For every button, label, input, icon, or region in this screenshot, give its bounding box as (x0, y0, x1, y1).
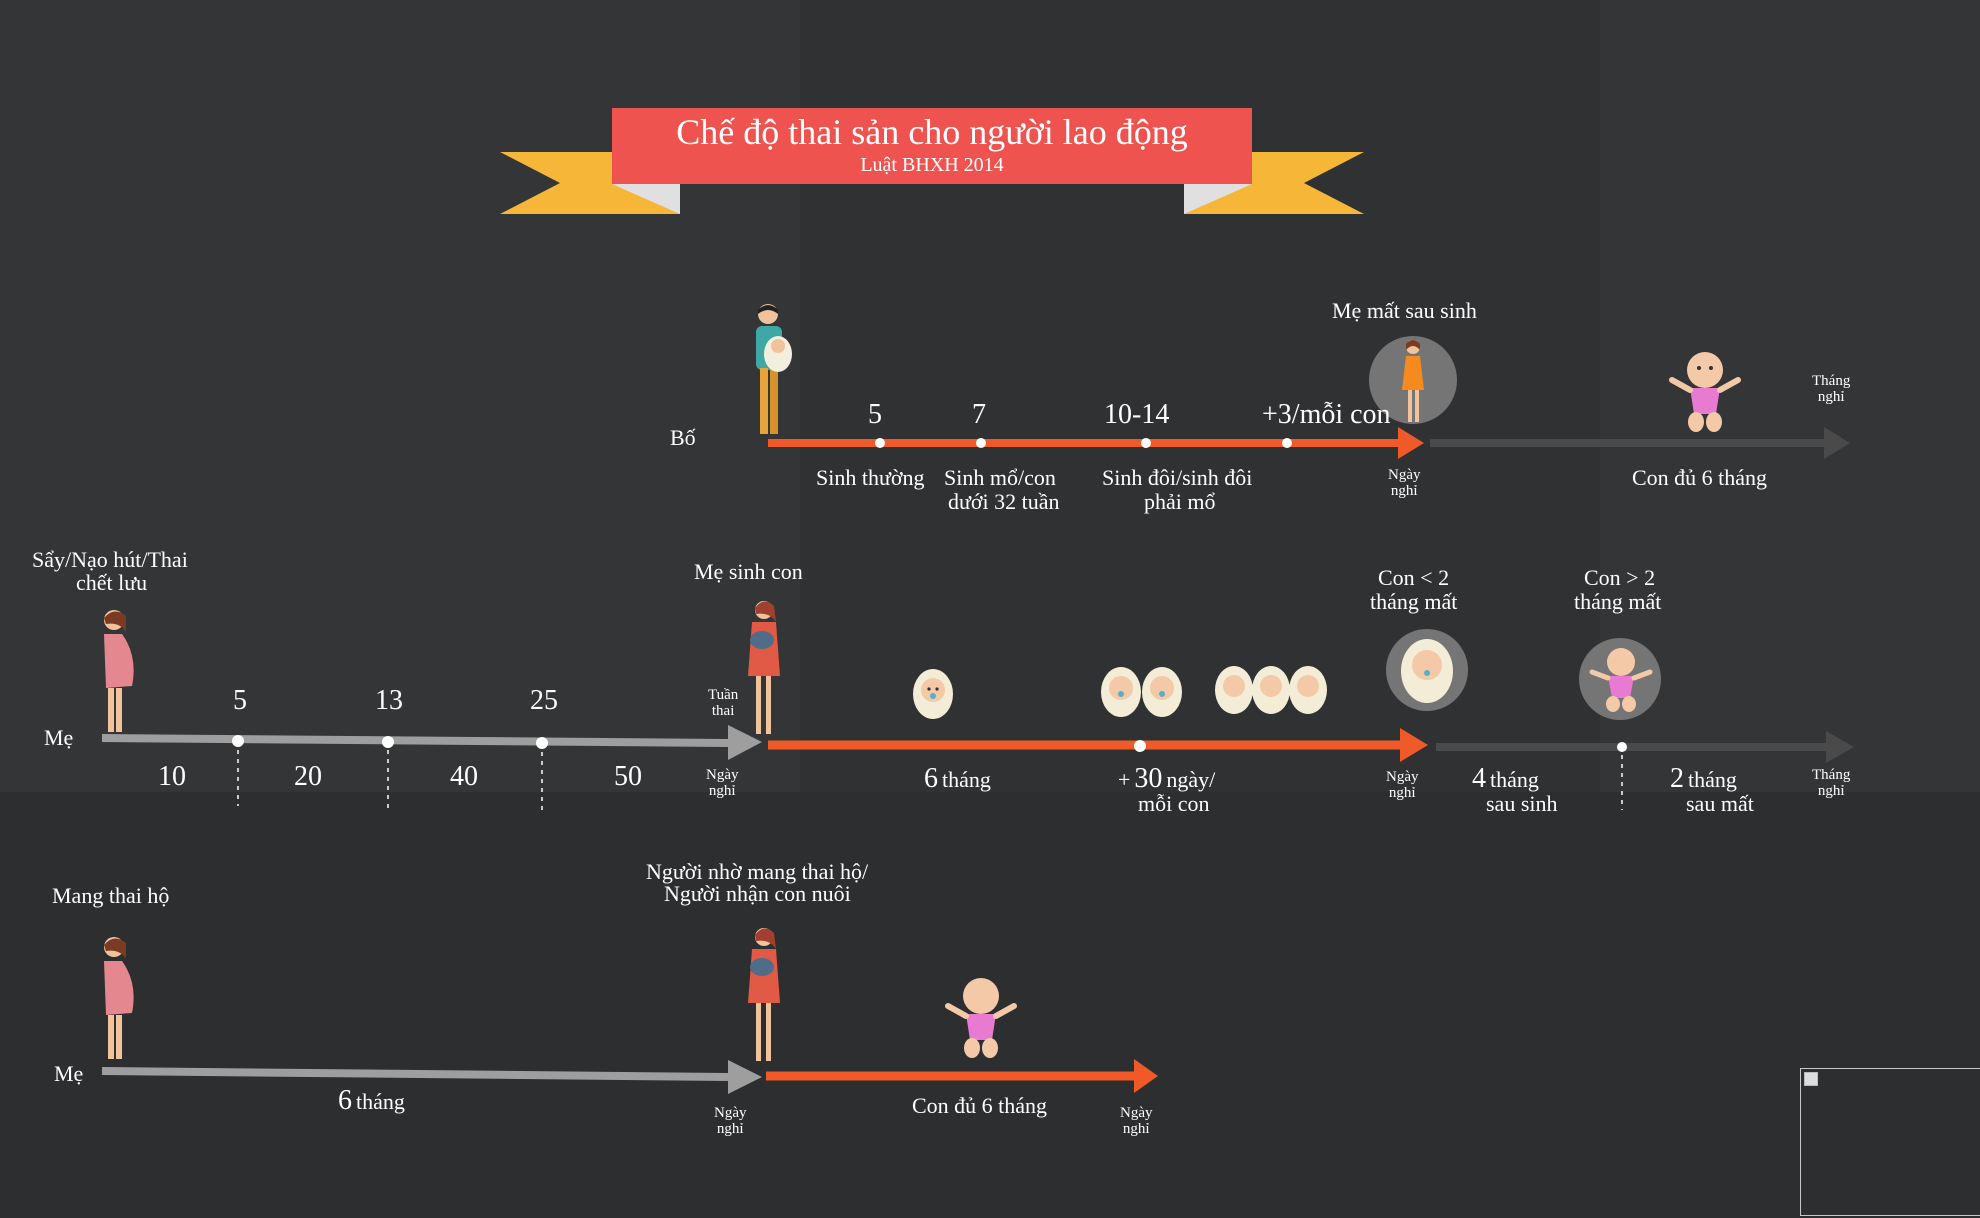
birth-tick-30-days (1134, 740, 1146, 752)
miscarriage-week-5: 5 (233, 685, 247, 716)
after-death-2-months-line2: sau mất (1686, 791, 1754, 816)
father-tick-10-14 (1141, 438, 1151, 448)
father-label-csection-line1: Sinh mổ/con (944, 465, 1056, 490)
adoptive-title-line1: Người nhờ mang thai hộ/ (646, 859, 869, 884)
after-birth-4-months-line2: sau sinh (1486, 791, 1558, 816)
pregnant-woman-icon-surrogacy (104, 937, 134, 1059)
unit-days-off-miscarriage: Ngày nghỉ (706, 767, 739, 799)
after-birth-4-months: 4 tháng (1472, 763, 1539, 794)
father-unit-months-off: Tháng nghỉ (1812, 373, 1851, 405)
father-tick-7 (976, 438, 986, 448)
mother-died-icon (1402, 340, 1424, 422)
miscarriage-days-10: 10 (158, 761, 186, 792)
birth-30-days-line2: mỗi con (1138, 791, 1210, 816)
adoptive-mother-icon (748, 928, 780, 1061)
birth-grey-arrowhead (1826, 731, 1854, 763)
miscarriage-title-line1: Sẩy/Nạo hút/Thai (32, 547, 188, 572)
baby-standing-icon-surrogacy (945, 978, 1017, 1058)
miscarriage-tick-25 (536, 737, 548, 749)
miscarriage-tick-5 (232, 735, 244, 747)
birth-tick-child-over-2 (1617, 742, 1627, 752)
miscarriage-week-25: 25 (530, 685, 558, 716)
unit-days-off-surrogacy: Ngày nghỉ (714, 1105, 747, 1137)
birth-title: Mẹ sinh con (694, 559, 803, 584)
miscarriage-week-13: 13 (375, 685, 403, 716)
baby-icon-single (913, 669, 953, 719)
broken-image-placeholder (1800, 1068, 1980, 1216)
father-tick-5 (875, 438, 885, 448)
surrogacy-title: Mang thai hộ (52, 883, 170, 908)
unit-months-off-birth: Tháng nghỉ (1812, 767, 1851, 799)
broken-image-icon (1804, 1072, 1818, 1086)
surrogacy-row-label: Mẹ (54, 1061, 84, 1086)
baby-icon-twins (1101, 667, 1182, 717)
miscarriage-title-line2: chết lưu (76, 570, 148, 595)
adoptive-title-line2: Người nhận con nuôi (664, 881, 851, 906)
father-grey-arrowhead (1824, 427, 1850, 459)
miscarriage-days-50: 50 (614, 761, 642, 792)
father-label-normal-birth: Sinh thường (816, 465, 925, 490)
miscarriage-tick-13 (382, 736, 394, 748)
child-over-2-line1: Con > 2 (1584, 565, 1656, 590)
child-under-2-line1: Con < 2 (1378, 565, 1450, 590)
child-over-2-line2: tháng mất (1574, 589, 1662, 614)
father-value-7: 7 (972, 399, 986, 430)
surrogacy-grey-arrowhead (728, 1060, 762, 1094)
page-subtitle: Luật BHXH 2014 (860, 154, 1004, 176)
mother-row-label: Mẹ (44, 725, 74, 750)
birth-orange-arrowhead (1400, 728, 1428, 762)
ribbon-fold-left (612, 184, 680, 214)
father-label-child-6-months: Con đủ 6 tháng (1632, 465, 1768, 490)
father-label-twins-line1: Sinh đôi/sinh đôi (1102, 465, 1253, 490)
baby-icon-triplets (1215, 666, 1327, 714)
surrogacy-child-6-months: Con đủ 6 tháng (912, 1093, 1048, 1118)
baby-icon-swaddled (1401, 639, 1453, 703)
father-label-csection-line2: dưới 32 tuần (948, 489, 1060, 514)
surrogacy-grey-line (101, 1067, 729, 1081)
surrogacy-orange-arrowhead (1134, 1059, 1158, 1093)
father-value-plus3: +3/mỗi con (1262, 399, 1391, 430)
father-orange-arrowhead (1398, 427, 1424, 459)
birth-6-months: 6 tháng (924, 763, 991, 794)
background-shade-right (1600, 0, 1980, 792)
father-tick-plus3 (1282, 438, 1292, 448)
father-row-label: Bố (670, 425, 696, 450)
father-value-5: 5 (868, 399, 882, 430)
unit-days-off-surrogacy-end: Ngày nghỉ (1120, 1105, 1153, 1137)
baby-icon-pink (1589, 648, 1653, 712)
pregnant-woman-icon-miscarriage (104, 610, 134, 732)
father-label-mother-died: Mẹ mất sau sinh (1332, 298, 1477, 323)
father-unit-days-off: Ngày nghỉ (1388, 467, 1421, 499)
unit-pregnancy-weeks: Tuần thai (708, 687, 739, 719)
baby-standing-icon (1669, 352, 1741, 432)
miscarriage-days-40: 40 (450, 761, 478, 792)
father-holding-baby-icon (756, 304, 792, 434)
unit-days-off-birth: Ngày nghỉ (1386, 769, 1419, 801)
birth-30-days-line1: + 30 ngày/ (1118, 763, 1216, 794)
miscarriage-days-20: 20 (294, 761, 322, 792)
mother-holding-baby-icon (748, 601, 780, 734)
miscarriage-arrowhead (728, 725, 762, 760)
father-label-twins-line2: phải mổ (1144, 489, 1216, 514)
father-value-10-14: 10-14 (1104, 399, 1170, 430)
miscarriage-line (101, 734, 729, 747)
page-title: Chế độ thai sản cho người lao động (676, 112, 1188, 152)
after-death-2-months: 2 tháng (1670, 763, 1737, 794)
title-banner: Chế độ thai sản cho người lao động Luật … (612, 108, 1252, 184)
ribbon-fold-right (1184, 184, 1252, 214)
child-under-2-line2: tháng mất (1370, 589, 1458, 614)
surrogacy-6-months: 6 tháng (338, 1085, 405, 1116)
